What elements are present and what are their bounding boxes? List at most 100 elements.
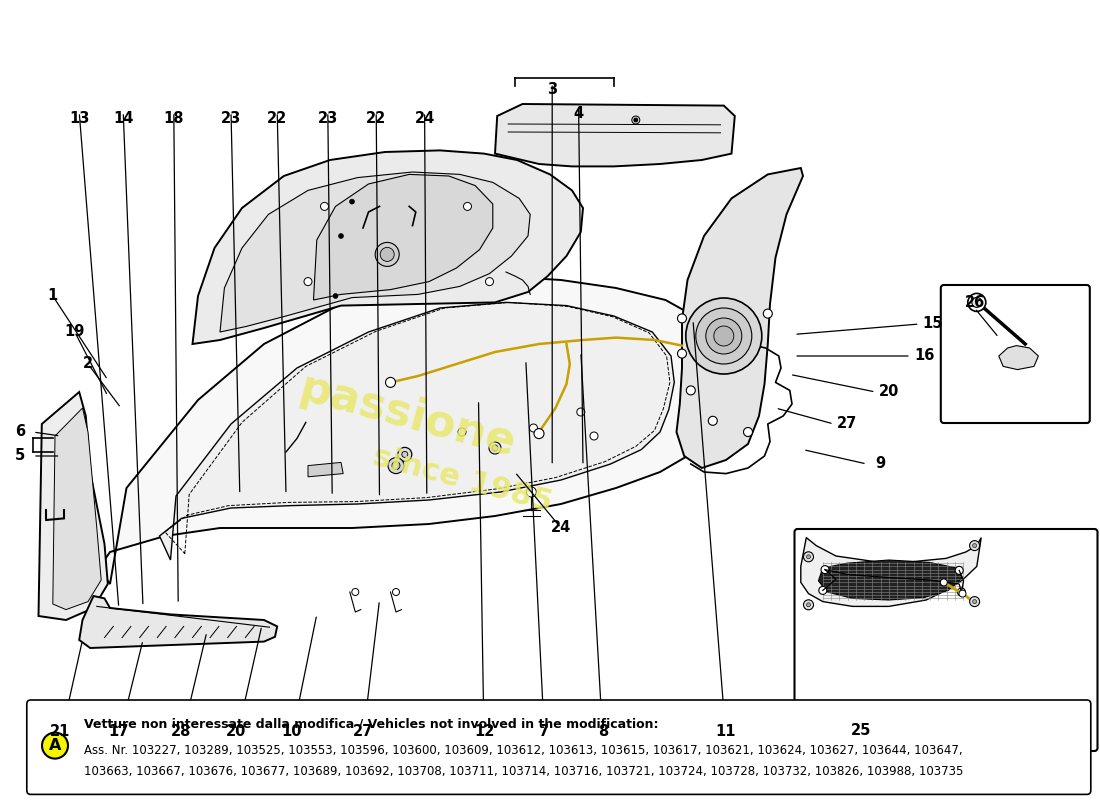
- Circle shape: [631, 116, 640, 124]
- Circle shape: [696, 308, 751, 364]
- Circle shape: [818, 586, 827, 594]
- Circle shape: [969, 597, 980, 606]
- Polygon shape: [53, 408, 101, 610]
- FancyBboxPatch shape: [940, 285, 1090, 423]
- Circle shape: [490, 442, 500, 454]
- Polygon shape: [801, 538, 981, 606]
- Polygon shape: [39, 392, 108, 620]
- Circle shape: [968, 294, 986, 311]
- Circle shape: [686, 386, 695, 395]
- Text: 23: 23: [318, 111, 338, 126]
- Circle shape: [955, 566, 964, 574]
- Text: 27: 27: [837, 417, 857, 431]
- Polygon shape: [818, 560, 962, 600]
- Circle shape: [803, 552, 814, 562]
- Circle shape: [350, 199, 354, 204]
- Text: Vetture non interessate dalla modifica / Vehicles not involved in the modificati: Vetture non interessate dalla modifica /…: [84, 718, 658, 730]
- Circle shape: [803, 600, 814, 610]
- Text: 24: 24: [415, 111, 434, 126]
- Polygon shape: [314, 174, 493, 300]
- Circle shape: [678, 314, 686, 323]
- Circle shape: [381, 247, 394, 262]
- Text: 5: 5: [14, 449, 25, 463]
- Text: since 1985: since 1985: [368, 442, 556, 518]
- Circle shape: [352, 589, 359, 595]
- Circle shape: [706, 318, 741, 354]
- Circle shape: [708, 416, 717, 426]
- Text: 4: 4: [573, 106, 584, 121]
- Circle shape: [42, 733, 68, 758]
- Text: 27: 27: [353, 725, 373, 739]
- Text: 23: 23: [221, 111, 241, 126]
- Circle shape: [806, 555, 811, 558]
- Circle shape: [320, 202, 329, 210]
- FancyBboxPatch shape: [26, 700, 1091, 794]
- Circle shape: [634, 118, 638, 122]
- Circle shape: [969, 541, 980, 550]
- Text: 3: 3: [547, 82, 558, 97]
- Polygon shape: [308, 462, 343, 477]
- Text: 7: 7: [539, 725, 550, 739]
- Circle shape: [972, 544, 977, 547]
- Text: 15: 15: [923, 317, 943, 331]
- Text: 103663, 103667, 103676, 103677, 103689, 103692, 103708, 103711, 103714, 103716, : 103663, 103667, 103676, 103677, 103689, …: [84, 766, 963, 778]
- Text: 2: 2: [82, 357, 94, 371]
- Polygon shape: [79, 596, 277, 648]
- Circle shape: [402, 451, 408, 458]
- Circle shape: [959, 590, 966, 597]
- Polygon shape: [495, 104, 735, 166]
- Circle shape: [714, 326, 734, 346]
- Text: 26: 26: [965, 295, 985, 310]
- Text: 13: 13: [69, 111, 89, 126]
- Circle shape: [971, 298, 982, 307]
- Text: 22: 22: [267, 111, 287, 126]
- Circle shape: [529, 424, 538, 432]
- Text: 24: 24: [551, 521, 571, 535]
- Circle shape: [590, 432, 598, 440]
- Circle shape: [339, 234, 343, 238]
- Text: 16: 16: [914, 349, 934, 363]
- Text: 21: 21: [51, 725, 70, 739]
- Text: A: A: [48, 738, 62, 753]
- Circle shape: [388, 458, 404, 474]
- Polygon shape: [99, 276, 715, 584]
- Text: 20: 20: [227, 725, 246, 739]
- Circle shape: [526, 487, 537, 497]
- Circle shape: [485, 278, 494, 286]
- Text: 28: 28: [172, 725, 191, 739]
- Circle shape: [304, 278, 312, 286]
- Circle shape: [458, 428, 466, 436]
- Circle shape: [385, 378, 396, 387]
- Circle shape: [763, 309, 772, 318]
- Text: passione: passione: [294, 366, 520, 466]
- Circle shape: [940, 579, 947, 586]
- Circle shape: [806, 603, 811, 606]
- Circle shape: [957, 588, 966, 596]
- Polygon shape: [957, 606, 1014, 632]
- Text: 22: 22: [366, 111, 386, 126]
- Text: 8: 8: [597, 725, 608, 739]
- Polygon shape: [220, 172, 530, 332]
- Polygon shape: [160, 302, 674, 560]
- Circle shape: [576, 408, 585, 416]
- Circle shape: [678, 349, 686, 358]
- Circle shape: [463, 202, 472, 210]
- Polygon shape: [192, 150, 583, 344]
- Text: 10: 10: [282, 725, 301, 739]
- Circle shape: [398, 447, 411, 462]
- Circle shape: [392, 462, 400, 470]
- Circle shape: [492, 445, 498, 451]
- Circle shape: [685, 298, 762, 374]
- Text: 14: 14: [113, 111, 133, 126]
- Text: Ass. Nr. 103227, 103289, 103525, 103553, 103596, 103600, 103609, 103612, 103613,: Ass. Nr. 103227, 103289, 103525, 103553,…: [84, 744, 963, 757]
- Circle shape: [821, 566, 829, 574]
- Polygon shape: [999, 346, 1038, 370]
- Circle shape: [972, 600, 977, 604]
- Circle shape: [333, 294, 338, 298]
- Text: 25: 25: [851, 723, 871, 738]
- FancyBboxPatch shape: [794, 529, 1098, 751]
- Text: 6: 6: [14, 425, 25, 439]
- Text: 12: 12: [474, 725, 494, 739]
- Text: 18: 18: [164, 111, 184, 126]
- Text: 17: 17: [109, 725, 129, 739]
